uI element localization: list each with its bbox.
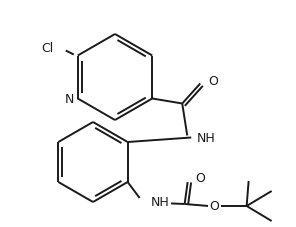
Text: O: O — [196, 172, 205, 185]
Text: Cl: Cl — [41, 42, 54, 55]
Text: O: O — [208, 75, 218, 88]
Text: NH: NH — [151, 196, 169, 209]
Text: O: O — [210, 200, 220, 212]
Text: NH: NH — [197, 131, 216, 144]
Text: N: N — [65, 93, 75, 106]
